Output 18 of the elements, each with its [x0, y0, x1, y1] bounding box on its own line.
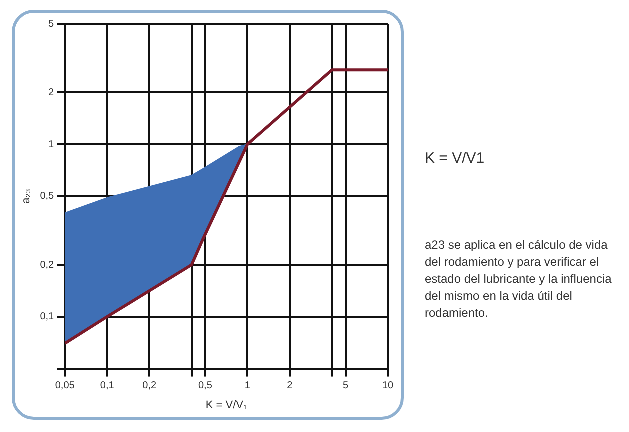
y-tick-label: 5: [48, 18, 55, 30]
x-tick-label: 5: [342, 380, 349, 392]
y-tick-label: 0,1: [40, 312, 55, 323]
y-tick-label: 1: [48, 139, 55, 150]
x-tick-label: 0,05: [55, 380, 76, 392]
text: K = V/V1: [425, 150, 486, 167]
y-tick-label: 0,2: [40, 260, 55, 271]
y-tick-label: 2: [48, 87, 55, 98]
y-axis-title: a₂₃: [20, 188, 33, 204]
x-axis-title: K = V/V₁: [206, 399, 248, 412]
y-tick-label: 0,5: [40, 191, 55, 202]
x-tick-label: 0,1: [100, 380, 115, 392]
x-tick-label: 10: [382, 380, 394, 392]
x-tick-label: 0,2: [142, 380, 157, 392]
x-tick-label: 1: [244, 380, 251, 392]
x-tick-label: 0,5: [198, 380, 213, 392]
text: a23 se aplica en el cálculo de vida del rodamiento y para verificar el estado del lubricante y la influencia del mismo en la vida útil del rodamiento.: [425, 237, 613, 322]
x-tick-label: 2: [287, 380, 294, 392]
